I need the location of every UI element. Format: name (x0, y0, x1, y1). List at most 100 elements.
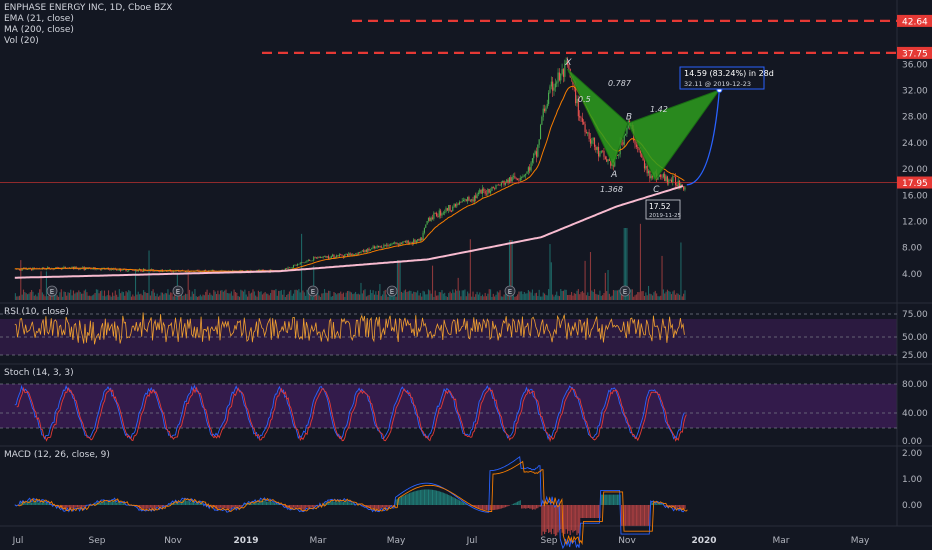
volume-bar (471, 296, 473, 300)
macd-bar (68, 505, 70, 510)
vol-legend[interactable]: Vol (20) (4, 36, 39, 46)
macd-bar (156, 505, 158, 507)
candle-body (333, 254, 335, 259)
macd-bar (384, 505, 386, 509)
macd-bar (217, 505, 219, 509)
candle-body (403, 241, 405, 242)
volume-bar (409, 290, 411, 300)
candle-body (527, 167, 529, 172)
volume-bar (68, 292, 70, 300)
candle-body (372, 246, 374, 249)
macd-bar (421, 489, 423, 505)
volume-bar (60, 289, 62, 300)
candle-body (363, 250, 365, 253)
stoch-legend[interactable]: Stoch (14, 3, 3) (4, 368, 74, 378)
volume-bar (522, 294, 524, 300)
stoch-tick-label: 0.00 (902, 437, 922, 447)
macd-bar (25, 502, 27, 505)
candle-body (638, 147, 640, 151)
candle-body (364, 249, 366, 253)
macd-bar (518, 500, 520, 505)
volume-bar (661, 255, 663, 300)
candle-body (660, 174, 662, 177)
macd-bar (161, 505, 164, 508)
macd-bar (557, 505, 559, 533)
candle-body (56, 267, 58, 268)
volume-bar (180, 292, 182, 300)
macd-bar (332, 500, 334, 505)
candle-body (537, 144, 539, 157)
macd-bar (502, 505, 504, 509)
candle-body (427, 217, 430, 221)
macd-bar (356, 504, 358, 505)
volume-bar (252, 289, 254, 300)
macd-bar (349, 502, 351, 505)
volume-bar (47, 296, 49, 300)
macd-bar (676, 505, 678, 509)
volume-bar (117, 296, 119, 300)
volume-bar (607, 270, 609, 300)
volume-bar (458, 290, 461, 300)
macd-bar (338, 501, 340, 505)
macd-bar (608, 494, 610, 505)
macd-bar (191, 500, 193, 505)
volume-bar (86, 292, 88, 300)
volume-bar (121, 291, 123, 300)
symbol-title[interactable]: ENPHASE ENERGY INC, 1D, Cboe BZX (4, 3, 173, 13)
volume-bar (583, 292, 585, 300)
volume-bar (591, 290, 593, 300)
candle-body (314, 257, 316, 258)
macd-bar (495, 505, 497, 510)
macd-bar (623, 505, 625, 526)
candle-body (172, 271, 174, 272)
candle-body (360, 251, 362, 253)
macd-bar (591, 505, 593, 518)
candle-body (436, 212, 438, 216)
macd-bar (587, 505, 589, 518)
macd-bar (55, 505, 57, 506)
volume-bar (113, 295, 115, 300)
candle-body (595, 146, 597, 150)
macd-bar (305, 505, 307, 509)
volume-bar (144, 291, 146, 300)
candle-body (643, 160, 646, 169)
candle-body (49, 269, 52, 270)
volume-bar (128, 290, 130, 300)
volume-bar (643, 296, 646, 300)
volume-bar (49, 292, 52, 300)
volume-bar (298, 289, 300, 300)
candle-body (317, 257, 319, 259)
macd-bar (143, 505, 145, 509)
macd-legend[interactable]: MACD (12, 26, close, 9) (4, 450, 110, 460)
candle-body (603, 150, 605, 157)
candle-body (361, 250, 363, 252)
volume-bar (402, 292, 404, 300)
candle-body (141, 271, 143, 272)
pattern-ratio-label: 0.5 (578, 95, 591, 104)
macd-bar (294, 505, 296, 509)
macd-bar (429, 489, 431, 505)
macd-bar (79, 505, 81, 510)
volume-bar (202, 294, 204, 300)
volume-bar (284, 296, 286, 300)
rsi-band (0, 319, 897, 355)
ema-legend[interactable]: EMA (21, close) (4, 14, 74, 24)
ma-legend[interactable]: MA (200, close) (4, 25, 74, 35)
macd-bar (274, 503, 276, 505)
volume-bar (649, 293, 651, 300)
volume-bar (452, 289, 454, 300)
macd-tick-label: 0.00 (902, 501, 922, 511)
macd-bar (445, 493, 447, 505)
candle-body (593, 137, 596, 147)
candle-body (298, 263, 300, 265)
macd-bar (426, 489, 428, 505)
rsi-legend[interactable]: RSI (10, close) (4, 307, 69, 317)
candle-body (247, 270, 249, 271)
volume-bar (499, 290, 501, 300)
volume-bar (344, 296, 346, 300)
volume-bar (31, 290, 33, 300)
macd-bar (59, 505, 61, 508)
volume-bar (584, 260, 586, 300)
time-tick-label: Mar (310, 536, 327, 546)
